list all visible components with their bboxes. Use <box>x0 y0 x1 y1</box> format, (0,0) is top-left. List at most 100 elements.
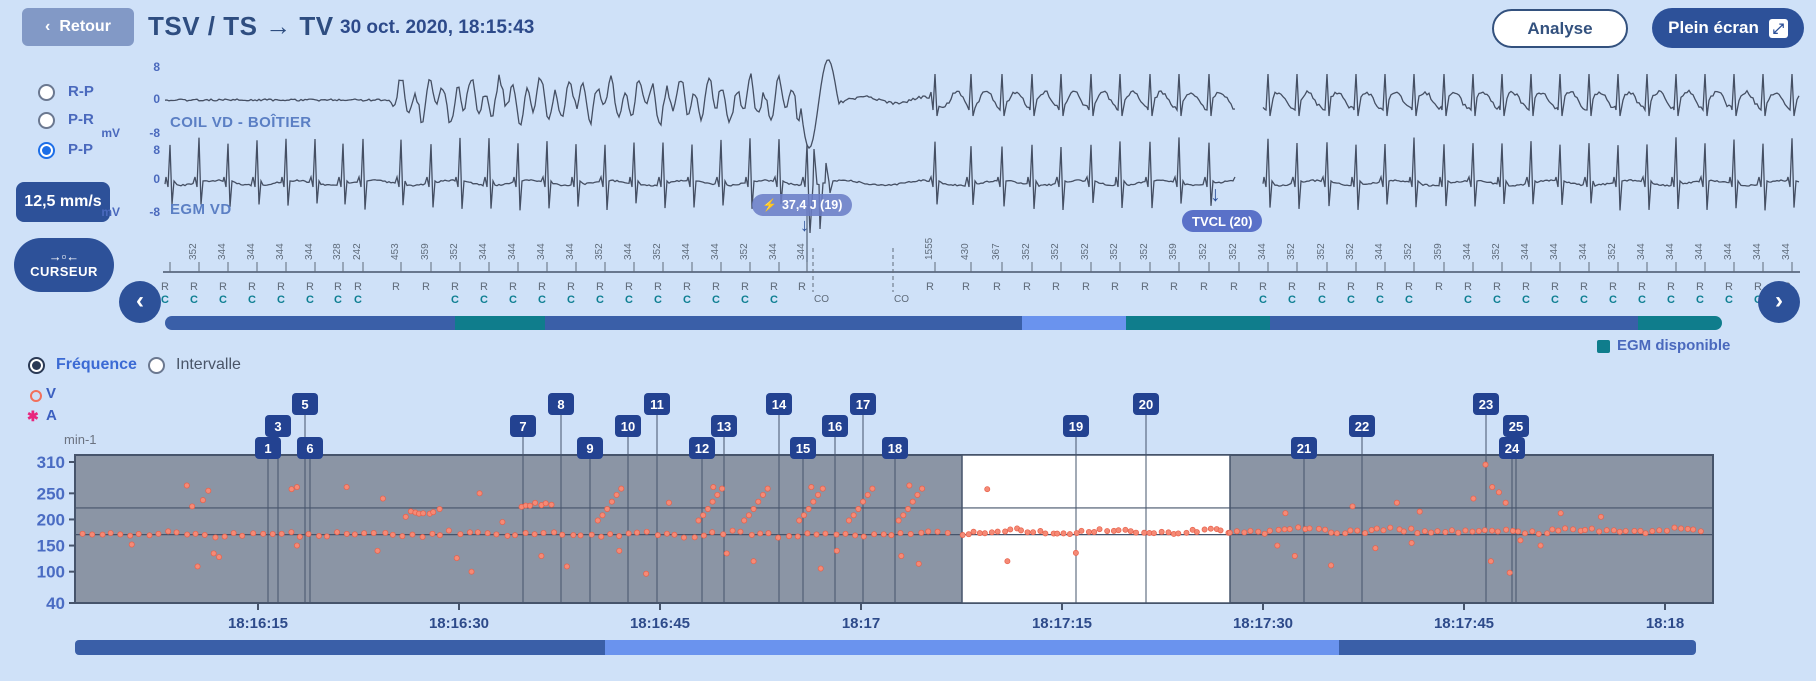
svg-text:R: R <box>993 281 1001 293</box>
event-badge[interactable]: 22 <box>1349 415 1375 437</box>
svg-text:R: R <box>1052 281 1060 293</box>
svg-text:22: 22 <box>1355 419 1369 434</box>
event-badge[interactable]: 16 <box>822 415 848 437</box>
svg-text:R: R <box>596 281 604 293</box>
expand-icon: ⤢ <box>1768 18 1788 38</box>
event-badge[interactable]: 18 <box>882 437 908 459</box>
shock-annotation[interactable]: ⚡ 37,4 J (19) <box>752 194 853 216</box>
svg-text:13: 13 <box>717 419 731 434</box>
svg-text:C: C <box>741 294 749 306</box>
svg-text:359: 359 <box>420 243 431 260</box>
svg-text:R: R <box>741 281 749 293</box>
svg-text:R: R <box>1405 281 1413 293</box>
radio-rp[interactable] <box>38 84 55 101</box>
a-marker-icon: ✱ <box>27 408 39 424</box>
svg-text:352: 352 <box>1607 243 1618 260</box>
svg-text:18:17:30: 18:17:30 <box>1233 615 1293 632</box>
egm-scroll-left-button[interactable]: ‹ <box>119 281 161 323</box>
svg-text:R: R <box>422 281 430 293</box>
svg-text:R: R <box>509 281 517 293</box>
svg-text:R: R <box>1667 281 1675 293</box>
svg-text:8: 8 <box>557 397 564 412</box>
svg-text:C: C <box>451 294 459 306</box>
fullscreen-button-label: Plein écran <box>1668 18 1759 37</box>
scale2-bottom: -8 <box>149 205 160 219</box>
svg-text:352: 352 <box>1403 243 1414 260</box>
event-badge[interactable]: 7 <box>510 415 536 437</box>
event-badge[interactable]: 21 <box>1291 437 1317 459</box>
scale1-top: 8 <box>153 60 160 74</box>
event-badge[interactable]: 11 <box>644 393 670 415</box>
radio-intervalle[interactable] <box>148 357 165 374</box>
svg-text:150: 150 <box>37 537 65 556</box>
svg-text:100: 100 <box>37 563 65 582</box>
analyse-button[interactable]: Analyse <box>1492 9 1628 48</box>
radio-frequence[interactable] <box>28 357 45 374</box>
back-button-label: Retour <box>59 18 111 35</box>
chevron-left-icon: ‹ <box>45 18 51 35</box>
svg-text:C: C <box>334 294 342 306</box>
event-badge[interactable]: 13 <box>711 415 737 437</box>
egm-availability-bar[interactable] <box>165 316 1722 330</box>
svg-text:430: 430 <box>960 243 971 260</box>
fullscreen-button[interactable]: Plein écran ⤢ <box>1652 8 1804 48</box>
event-badge[interactable]: 14 <box>766 393 792 415</box>
trace2-label: EGM VD <box>170 201 232 218</box>
svg-text:R: R <box>451 281 459 293</box>
svg-text:344: 344 <box>1781 243 1792 260</box>
svg-text:C: C <box>625 294 633 306</box>
sweep-speed-button[interactable]: 12,5 mm/s <box>16 182 110 222</box>
v-marker-icon <box>30 390 42 402</box>
cursor-button[interactable]: →▫← CURSEUR <box>14 238 114 292</box>
svg-text:R: R <box>1638 281 1646 293</box>
tvcl-annotation[interactable]: TVCL (20) <box>1182 210 1263 232</box>
event-badge[interactable]: 8 <box>548 393 574 415</box>
svg-text:C: C <box>1347 294 1355 306</box>
svg-text:352: 352 <box>1491 243 1502 260</box>
svg-text:352: 352 <box>1139 243 1150 260</box>
svg-text:CO: CO <box>894 294 909 305</box>
event-badge[interactable]: 9 <box>577 437 603 459</box>
shock-annotation-label: 37,4 J (19) <box>781 198 843 212</box>
event-badge[interactable]: 6 <box>297 437 323 459</box>
back-button[interactable]: ‹ Retour <box>22 8 134 46</box>
svg-text:344: 344 <box>1520 243 1531 260</box>
radio-pp[interactable] <box>38 142 55 159</box>
svg-text:359: 359 <box>1168 243 1179 260</box>
event-badge[interactable]: 23 <box>1473 393 1499 415</box>
svg-text:C: C <box>683 294 691 306</box>
svg-text:C: C <box>538 294 546 306</box>
radio-rp-label: R-P <box>68 83 94 100</box>
svg-text:5: 5 <box>301 397 308 412</box>
event-badge[interactable]: 20 <box>1133 393 1159 415</box>
event-badge[interactable]: 17 <box>850 393 876 415</box>
event-badge[interactable]: 3 <box>265 415 291 437</box>
event-badge[interactable]: 25 <box>1503 415 1529 437</box>
radio-pr[interactable] <box>38 112 55 129</box>
svg-text:352: 352 <box>188 243 199 260</box>
svg-text:R: R <box>1551 281 1559 293</box>
svg-text:C: C <box>248 294 256 306</box>
event-badge[interactable]: 1 <box>255 437 281 459</box>
bar-segment-blue <box>1022 316 1126 330</box>
svg-text:R: R <box>1023 281 1031 293</box>
svg-text:344: 344 <box>710 243 721 260</box>
event-badge[interactable]: 12 <box>689 437 715 459</box>
svg-text:16: 16 <box>828 419 842 434</box>
egm-scroll-right-button[interactable]: › <box>1758 281 1800 323</box>
event-badge[interactable]: 5 <box>292 393 318 415</box>
event-badge[interactable]: 15 <box>790 437 816 459</box>
event-badge[interactable]: 24 <box>1499 437 1525 459</box>
svg-text:359: 359 <box>1433 243 1444 260</box>
svg-text:R: R <box>1082 281 1090 293</box>
chart-scrollbar[interactable] <box>75 640 1696 655</box>
svg-text:R: R <box>1609 281 1617 293</box>
svg-text:C: C <box>1609 294 1617 306</box>
event-badge[interactable]: 10 <box>615 415 641 437</box>
svg-text:R: R <box>1522 281 1530 293</box>
svg-text:352: 352 <box>449 243 460 260</box>
svg-text:C: C <box>654 294 662 306</box>
svg-text:C: C <box>509 294 517 306</box>
event-badge[interactable]: 19 <box>1063 415 1089 437</box>
egm-trace-coil <box>164 59 1800 150</box>
